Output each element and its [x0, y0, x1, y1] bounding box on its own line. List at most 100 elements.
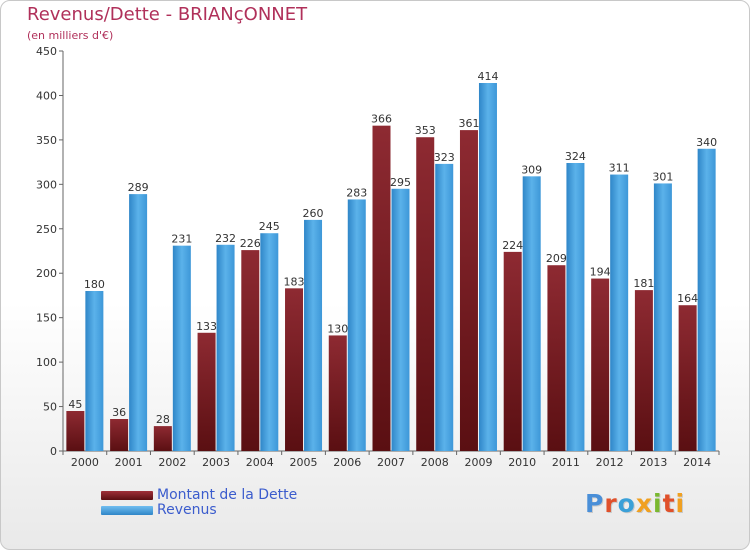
debt-value-label: 226: [240, 237, 261, 250]
debt-bar: [153, 426, 172, 451]
revenue-value-label: 245: [259, 220, 280, 233]
debt-bar: [678, 305, 697, 451]
revenue-value-label: 311: [609, 162, 630, 175]
debt-value-label: 194: [590, 266, 611, 279]
revenue-value-label: 414: [477, 70, 498, 83]
legend-item-debt: Montant de la Dette: [101, 487, 298, 503]
revenue-value-label: 232: [215, 232, 236, 245]
y-tick-label: 450: [36, 45, 57, 58]
x-tick-label: 2008: [421, 456, 449, 469]
revenue-value-label: 324: [565, 150, 586, 163]
debt-bar: [328, 335, 347, 451]
x-tick-label: 2003: [202, 456, 230, 469]
legend-label-debt: Montant de la Dette: [157, 487, 298, 503]
y-tick-label: 250: [36, 223, 57, 236]
debt-bar: [241, 250, 260, 451]
debt-value-label: 224: [502, 239, 523, 252]
revenue-bar: [391, 188, 410, 451]
debt-bar: [503, 251, 522, 451]
revenue-bar: [697, 148, 716, 451]
debt-value-label: 209: [546, 252, 567, 265]
revenue-bar: [304, 219, 323, 451]
y-tick-label: 400: [36, 89, 57, 102]
debt-bar: [547, 265, 566, 451]
debt-value-label: 361: [458, 117, 479, 130]
debt-bar: [66, 411, 85, 451]
y-tick-label: 300: [36, 178, 57, 191]
debt-value-label: 181: [633, 277, 654, 290]
revenue-value-label: 180: [84, 278, 105, 291]
debt-value-label: 36: [112, 406, 126, 419]
debt-bar: [285, 288, 304, 451]
debt-value-label: 353: [415, 124, 436, 137]
revenue-value-label: 295: [390, 176, 411, 189]
x-tick-label: 2006: [333, 456, 361, 469]
x-tick-label: 2005: [290, 456, 318, 469]
x-tick-label: 2012: [596, 456, 624, 469]
debt-value-label: 28: [156, 413, 170, 426]
debt-bar: [634, 290, 653, 451]
y-tick-label: 50: [43, 401, 57, 414]
debt-value-label: 183: [284, 275, 305, 288]
debt-bar: [197, 332, 216, 451]
revenue-value-label: 323: [434, 151, 455, 164]
logo-letter: x: [635, 489, 653, 518]
logo-letter: i: [653, 489, 663, 518]
x-tick-label: 2000: [71, 456, 99, 469]
debt-bar: [416, 137, 435, 451]
revenue-value-label: 301: [652, 170, 673, 183]
revenue-bar: [172, 245, 191, 451]
chart-subtitle: (en milliers d'€): [27, 29, 114, 42]
debt-value-label: 45: [68, 398, 82, 411]
revenue-bar: [216, 244, 235, 451]
debt-value-label: 164: [677, 292, 698, 305]
debt-value-label: 133: [196, 320, 217, 333]
proxiti-logo: Proxiti: [585, 489, 685, 518]
revenue-bar: [566, 163, 585, 451]
debt-value-label: 366: [371, 113, 392, 126]
y-tick-label: 150: [36, 312, 57, 325]
x-tick-label: 2013: [639, 456, 667, 469]
logo-letter: o: [617, 489, 636, 518]
revenue-bar: [260, 233, 279, 451]
revenue-bar: [478, 83, 497, 451]
x-tick-label: 2002: [158, 456, 186, 469]
debt-bar: [372, 125, 391, 452]
logo-letter: r: [604, 489, 618, 518]
revenue-bar: [435, 163, 454, 451]
debt-bar: [459, 130, 478, 451]
revenue-value-label: 340: [696, 136, 717, 149]
revenue-value-label: 309: [521, 163, 542, 176]
legend-swatch-debt: [101, 490, 153, 500]
legend-label-revenue: Revenus: [157, 502, 217, 518]
y-tick-label: 100: [36, 356, 57, 369]
legend-item-revenue: Revenus: [101, 502, 217, 518]
x-tick-label: 2014: [683, 456, 711, 469]
x-tick-label: 2010: [508, 456, 536, 469]
y-tick-label: 350: [36, 134, 57, 147]
debt-value-label: 130: [327, 322, 348, 335]
revenue-bar: [347, 199, 366, 451]
x-tick-label: 2007: [377, 456, 405, 469]
x-tick-label: 2009: [464, 456, 492, 469]
x-tick-label: 2004: [246, 456, 274, 469]
logo-letter: t: [662, 489, 676, 518]
debt-bar: [110, 419, 129, 451]
logo-letter: P: [585, 489, 605, 518]
revenue-bar: [653, 183, 672, 451]
revenue-value-label: 260: [303, 207, 324, 220]
revenue-bar: [129, 194, 148, 451]
debt-bar: [591, 278, 610, 451]
legend-swatch-revenue: [101, 505, 153, 515]
logo-letter: i: [675, 489, 686, 518]
revenue-value-label: 283: [346, 186, 367, 199]
revenue-value-label: 231: [171, 233, 192, 246]
revenue-bar: [522, 176, 541, 452]
chart-title: Revenus/Dette - BRIANçONNET: [27, 4, 308, 25]
y-tick-label: 0: [50, 445, 57, 458]
revenue-bar: [85, 291, 104, 451]
y-tick-label: 200: [36, 267, 57, 280]
revenue-bar: [610, 174, 629, 452]
